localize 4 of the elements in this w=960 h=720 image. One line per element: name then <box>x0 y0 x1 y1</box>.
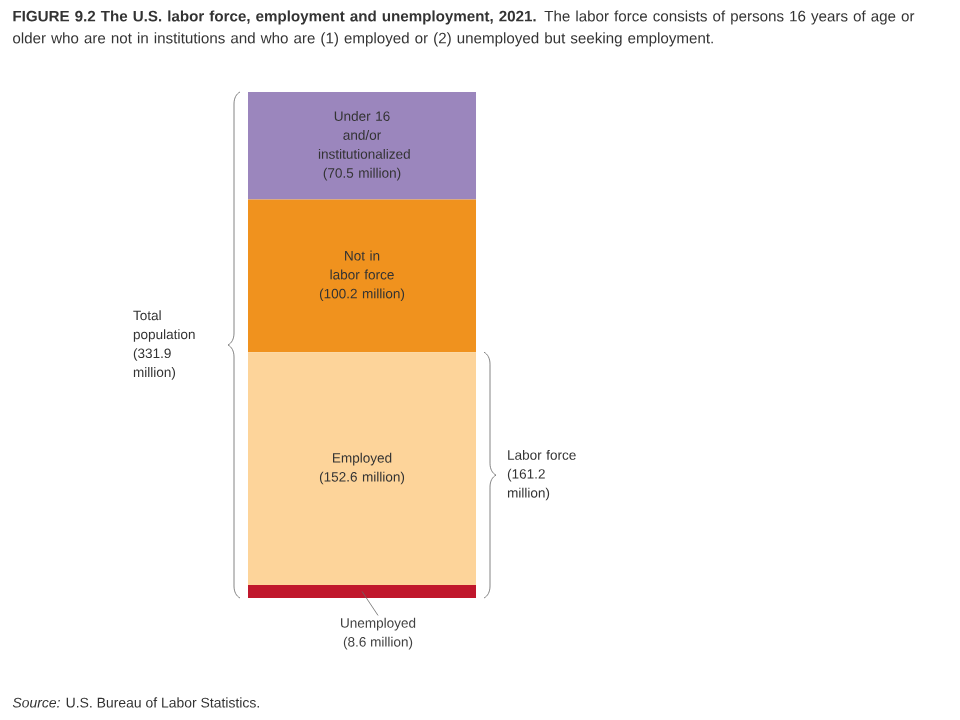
bar <box>248 352 477 585</box>
bar <box>248 584 477 598</box>
bar <box>248 91 477 200</box>
bar <box>248 199 477 353</box>
